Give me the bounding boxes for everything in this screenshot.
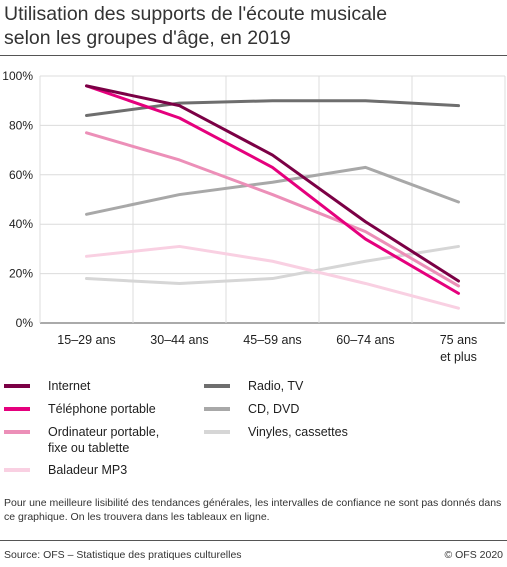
series-line-t-l-phone-portable bbox=[85, 84, 460, 295]
legend-label: CD, DVD bbox=[248, 402, 300, 416]
line-chart: 0% 20% 40% 60% 80% 100% 15–29 ans 30–44 ans 45–5… bbox=[2, 69, 506, 364]
legend-label: Ordinateur portable, fixe ou tablette bbox=[48, 425, 160, 455]
y-tick-label: 40% bbox=[9, 217, 33, 231]
legend-swatch bbox=[4, 384, 30, 388]
legend-swatch bbox=[4, 430, 30, 434]
copyright-text: © OFS 2020 bbox=[444, 549, 503, 561]
legend-swatch bbox=[4, 468, 30, 472]
title-divider bbox=[0, 55, 507, 56]
series-line-radio-tv bbox=[85, 99, 460, 118]
legend-swatch bbox=[204, 384, 230, 388]
series-line-cd-dvd bbox=[85, 165, 460, 216]
title-line-1: Utilisation des supports de l'écoute mus… bbox=[4, 3, 388, 25]
legend-swatch bbox=[204, 430, 230, 434]
series-line-ordinateur-portable-fixe-ou-tablette bbox=[85, 131, 460, 288]
source-text: Source: OFS – Statistique des pratiques … bbox=[4, 549, 242, 561]
x-tick-label: 75 ans et plus bbox=[440, 333, 478, 364]
chart-note: Pour une meilleure lisibilité des tendan… bbox=[4, 497, 502, 523]
x-tick-label: 60–74 ans bbox=[336, 333, 394, 347]
y-tick-label: 20% bbox=[9, 267, 33, 281]
chart-title: Utilisation des supports de l'écoute mus… bbox=[4, 2, 504, 50]
y-tick-label: 100% bbox=[2, 69, 33, 83]
legend-label: Baladeur MP3 bbox=[48, 463, 128, 477]
legend-swatch bbox=[204, 407, 230, 411]
legend-label: Vinyles, cassettes bbox=[248, 425, 348, 439]
x-tick-label: 15–29 ans bbox=[57, 333, 115, 347]
y-tick-label: 80% bbox=[9, 118, 33, 132]
series-line-baladeur-mp3 bbox=[85, 244, 460, 310]
legend-label: Radio, TV bbox=[248, 379, 304, 393]
legend: Internet Téléphone portable Ordinateur p… bbox=[0, 376, 507, 486]
title-line-2: selon les groupes d'âge, en 2019 bbox=[4, 27, 291, 49]
legend-label: Téléphone portable bbox=[48, 402, 156, 416]
footer-divider bbox=[0, 540, 507, 541]
x-tick-label: 45–59 ans bbox=[243, 333, 301, 347]
y-tick-label: 0% bbox=[16, 316, 34, 330]
legend-label: Internet bbox=[48, 379, 91, 393]
series-line-internet bbox=[85, 84, 460, 283]
y-tick-label: 60% bbox=[9, 168, 33, 182]
x-tick-label: 30–44 ans bbox=[150, 333, 208, 347]
legend-swatch bbox=[4, 407, 30, 411]
